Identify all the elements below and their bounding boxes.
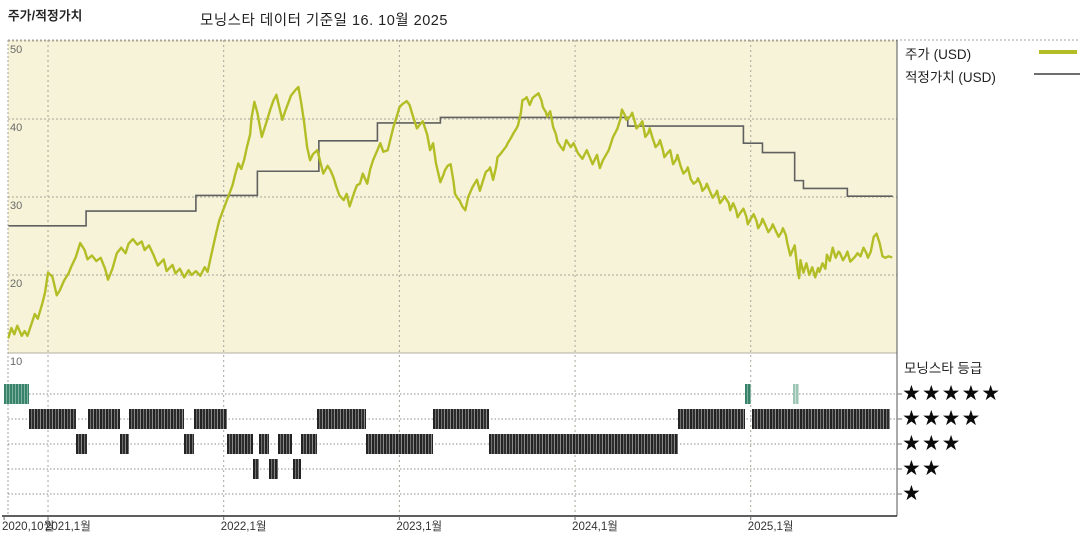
rating-legend-title: 모닝스타 등급 (904, 361, 983, 376)
section-title: 주가/적정가치 (8, 9, 83, 23)
x-tick-label: 2021,1월 (45, 521, 91, 533)
5-star-period-block (744, 384, 751, 404)
2-star-legend-row: ★★ (902, 457, 942, 480)
4-star-period-block (29, 409, 76, 429)
1-star-legend-row: ★ (902, 482, 922, 505)
y-tick-label: 10 (10, 356, 23, 368)
4-star-period-block (194, 409, 227, 429)
3-star-period-block (488, 434, 678, 454)
legend-price-label: 주가 (USD) (905, 47, 972, 62)
fair-value-line (8, 116, 893, 227)
x-tick-label: 2023,1월 (396, 521, 443, 533)
3-star-period-block (119, 434, 129, 454)
fair-value-line-swatch (1034, 73, 1080, 75)
3-star-period-block (365, 434, 433, 454)
3-star-legend-row: ★★★ (902, 432, 962, 455)
4-star-period-block (317, 409, 366, 429)
chart-title: 모닝스타 데이터 기준일 16. 10월 2025 (200, 13, 448, 29)
y-tick-label: 50 (10, 44, 23, 56)
y-tick-label: 40 (10, 122, 23, 134)
3-star-period-block (75, 434, 88, 454)
5-star-period-block (793, 384, 800, 404)
x-tick-label: 2020,10월 (2, 521, 55, 533)
4-star-period-block (677, 409, 745, 429)
5-star-legend-row: ★★★★★ (902, 382, 1002, 405)
4-star-period-block (433, 409, 489, 429)
5-star-period-block (4, 384, 29, 404)
price-line-swatch (1039, 50, 1077, 54)
x-tick-label: 2024,1월 (572, 521, 618, 533)
x-tick-label: 2025,1월 (747, 521, 794, 533)
3-star-period-block (277, 434, 293, 454)
y-tick-label: 20 (10, 278, 23, 290)
3-star-period-block (258, 434, 269, 454)
2-star-period-block (253, 459, 259, 479)
3-star-period-block (301, 434, 318, 454)
4-star-period-block (87, 409, 120, 429)
legend-fair-value-label: 적정가치 (USD) (905, 70, 996, 85)
3-star-period-block (184, 434, 195, 454)
2-star-period-block (269, 459, 278, 479)
3-star-period-block (226, 434, 253, 454)
4-star-legend-row: ★★★★ (902, 407, 982, 430)
y-tick-label: 30 (10, 200, 23, 212)
4-star-period-block (128, 409, 185, 429)
price-line (7, 85, 893, 339)
x-tick-label: 2022,1월 (220, 521, 267, 533)
2-star-period-block (292, 459, 302, 479)
4-star-period-block (752, 409, 890, 429)
